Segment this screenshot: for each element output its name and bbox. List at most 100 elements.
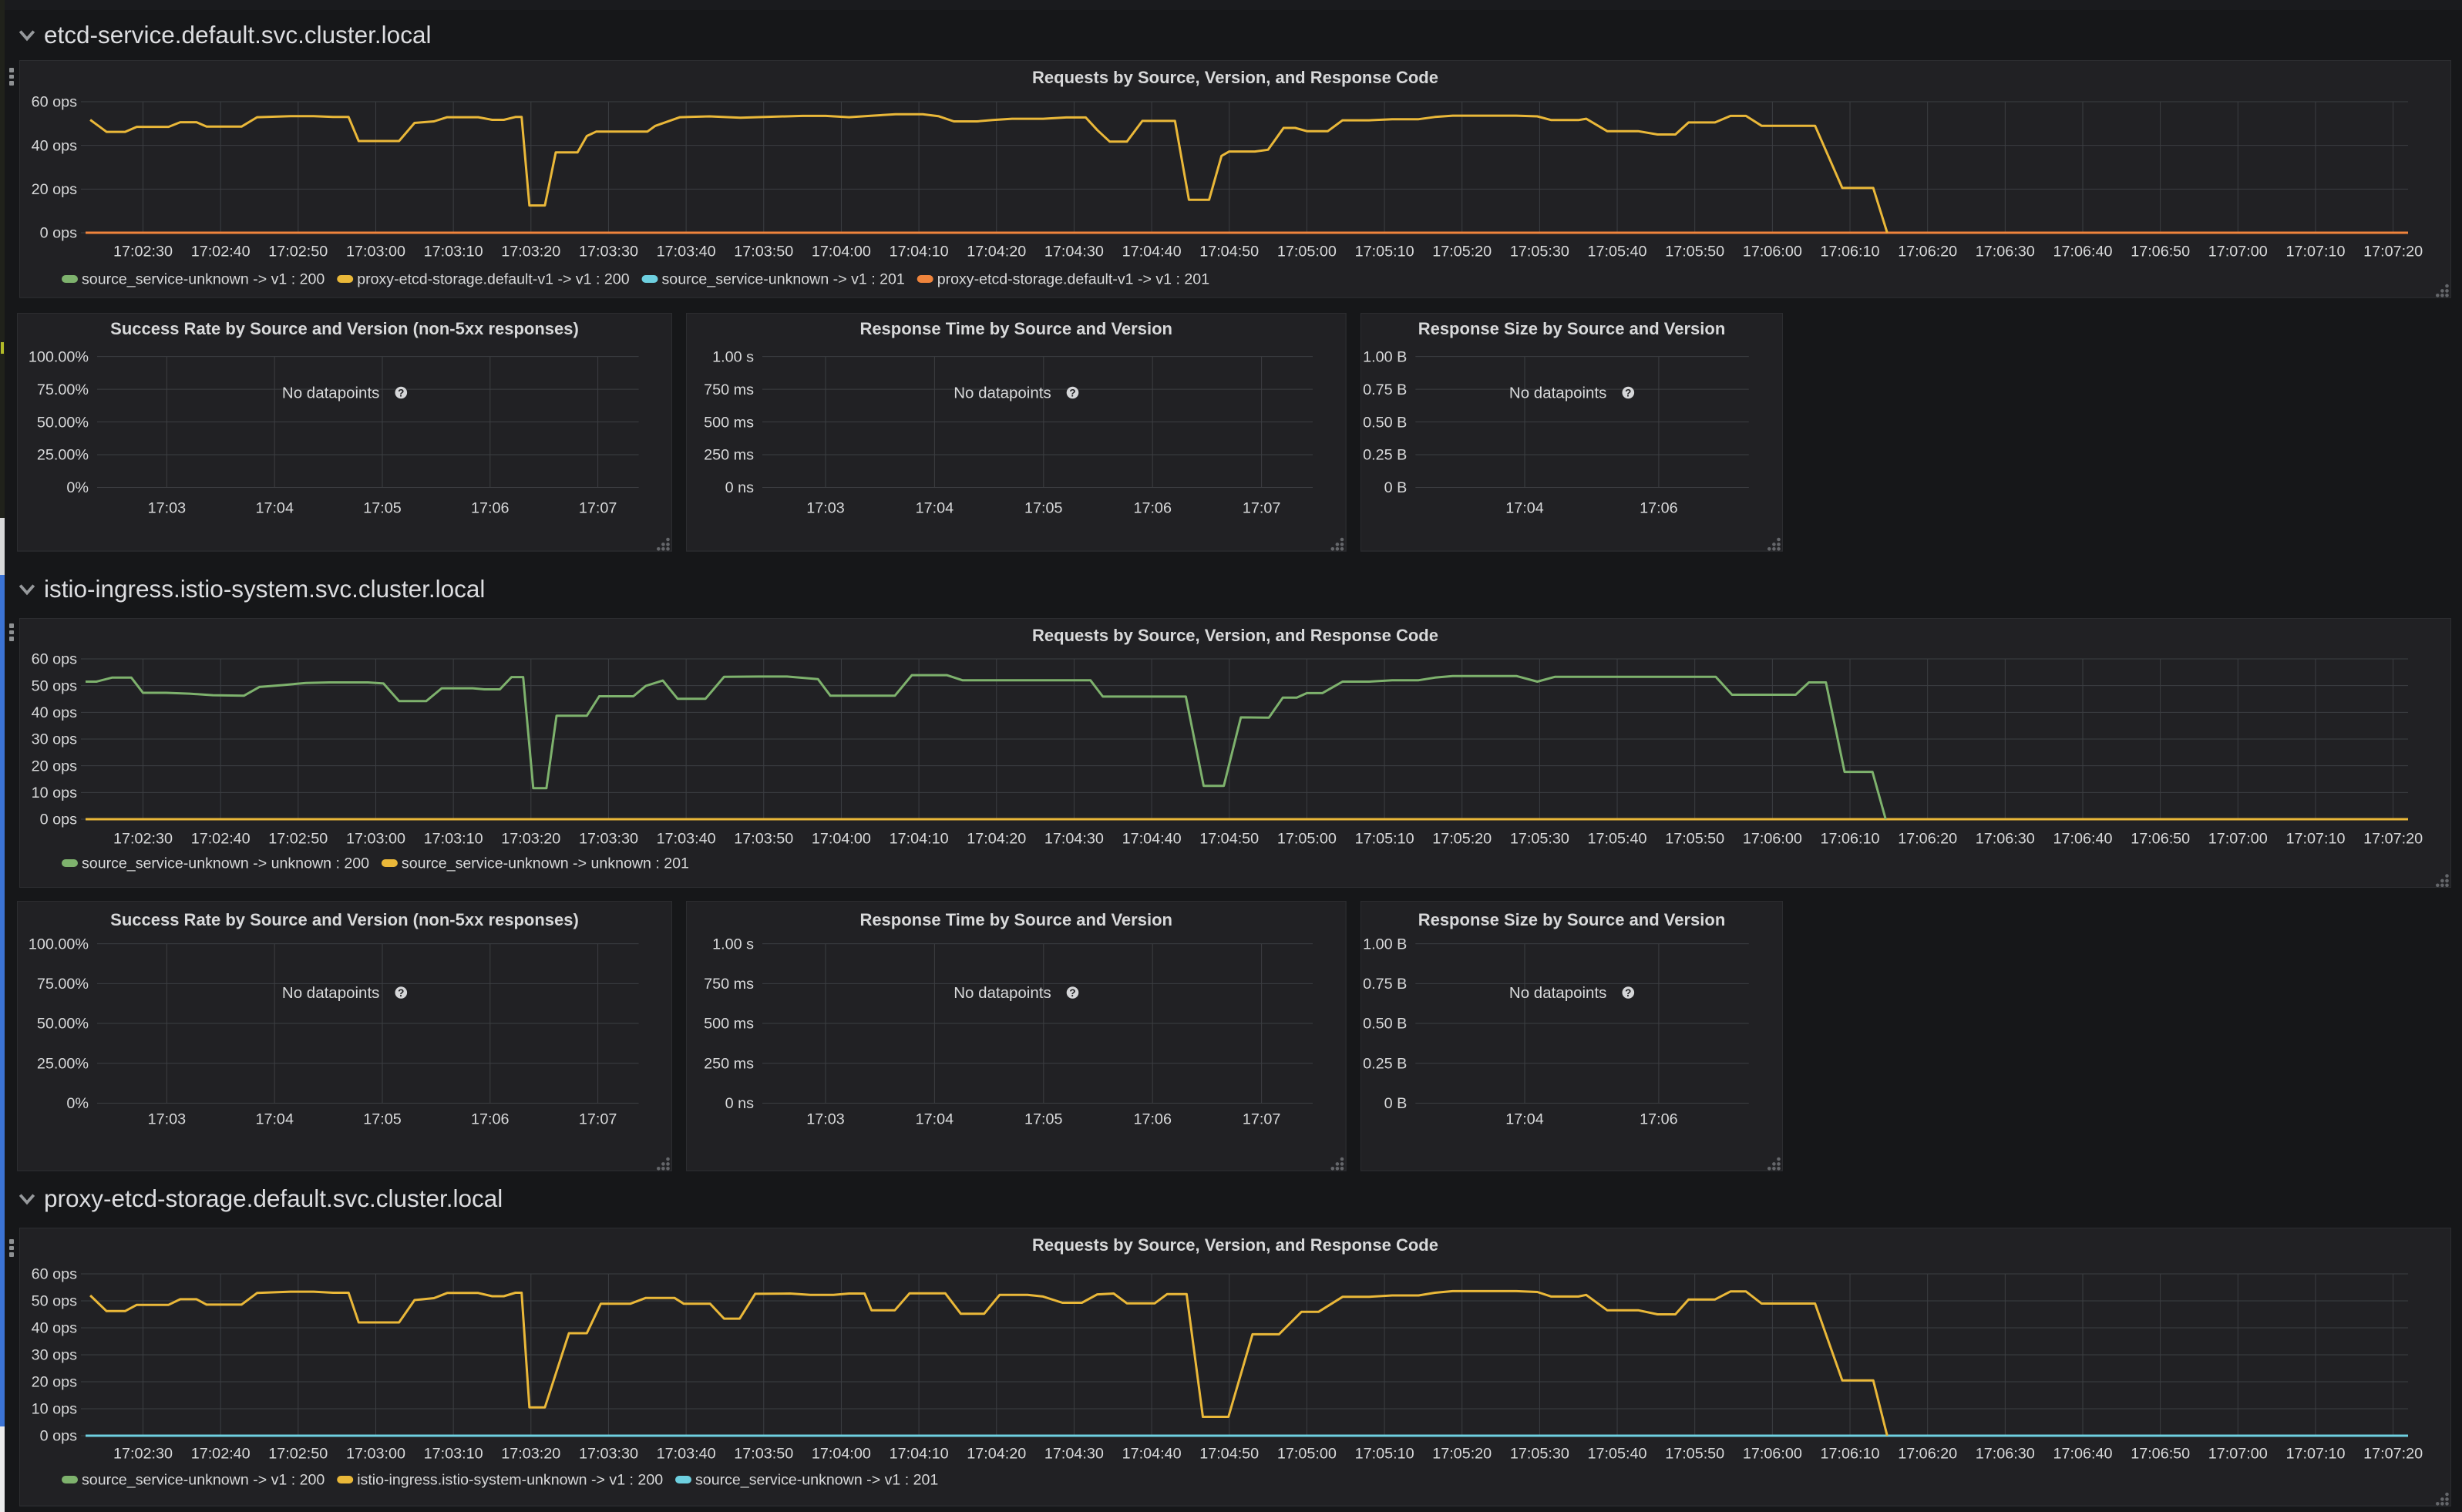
svg-text:500 ms: 500 ms [704,414,754,431]
svg-text:17:06: 17:06 [1133,1111,1172,1128]
svg-text:17:04: 17:04 [255,1111,294,1128]
svg-text:17:02:30: 17:02:30 [113,244,173,260]
svg-text:17:07:20: 17:07:20 [2363,831,2423,848]
svg-text:17:04:50: 17:04:50 [1199,244,1259,260]
svg-text:17:06:50: 17:06:50 [2131,831,2190,848]
svg-text:17:05:20: 17:05:20 [1432,1446,1492,1463]
svg-text:17:02:50: 17:02:50 [268,1446,328,1463]
svg-text:Response Time by Source and Ve: Response Time by Source and Version [859,910,1172,929]
svg-text:17:06:00: 17:06:00 [1743,831,1802,848]
svg-text:17:05:00: 17:05:00 [1277,831,1337,848]
svg-text:17:05:30: 17:05:30 [1510,244,1569,260]
svg-text:17:06:20: 17:06:20 [1898,831,1957,848]
svg-text:17:05:10: 17:05:10 [1355,831,1414,848]
svg-text:60 ops: 60 ops [32,1266,78,1283]
svg-text:0.75 B: 0.75 B [1363,381,1407,398]
svg-text:17:03:20: 17:03:20 [501,1446,560,1463]
svg-text:17:06:30: 17:06:30 [1976,244,2035,260]
svg-text:17:05:40: 17:05:40 [1587,831,1646,848]
svg-text:17:04:40: 17:04:40 [1122,244,1182,260]
svg-text:17:04:50: 17:04:50 [1199,831,1259,848]
svg-text:0 ns: 0 ns [725,479,754,496]
svg-text:0 ops: 0 ops [40,1428,78,1445]
svg-text:17:05:30: 17:05:30 [1510,831,1569,848]
svg-text:30 ops: 30 ops [32,731,78,748]
svg-text:17:03:00: 17:03:00 [346,831,405,848]
svg-text:17:07:20: 17:07:20 [2363,244,2423,260]
svg-text:Success Rate by Source and Ver: Success Rate by Source and Version (non-… [110,319,579,338]
svg-text:Response Size by Source and Ve: Response Size by Source and Version [1418,319,1726,338]
svg-text:10 ops: 10 ops [32,1401,78,1418]
svg-text:?: ? [1625,387,1631,398]
svg-text:17:03:20: 17:03:20 [501,244,560,260]
svg-text:50.00%: 50.00% [37,414,89,431]
svg-text:17:06: 17:06 [1640,1111,1678,1128]
svg-text:?: ? [1625,987,1631,999]
svg-text:1.00 s: 1.00 s [712,936,754,953]
svg-text:17:03:50: 17:03:50 [734,1446,793,1463]
svg-text:17:07:20: 17:07:20 [2363,1446,2423,1463]
svg-text:17:04: 17:04 [1505,1111,1544,1128]
svg-text:17:04:30: 17:04:30 [1044,831,1104,848]
svg-text:20 ops: 20 ops [32,181,78,198]
svg-text:17:04:10: 17:04:10 [890,831,949,848]
svg-text:17:06:40: 17:06:40 [2053,1446,2112,1463]
svg-text:17:06:10: 17:06:10 [1820,831,1879,848]
svg-text:source_service-unknown -> v1 :: source_service-unknown -> v1 : 201 [662,271,905,288]
svg-text:17:02:50: 17:02:50 [268,831,328,848]
svg-text:0.25 B: 0.25 B [1363,1056,1407,1073]
svg-text:17:04: 17:04 [255,500,294,517]
svg-text:17:04:10: 17:04:10 [890,244,949,260]
svg-text:17:06:30: 17:06:30 [1976,831,2035,848]
svg-text:No datapoints: No datapoints [954,385,1051,402]
svg-text:30 ops: 30 ops [32,1347,78,1364]
svg-text:17:02:40: 17:02:40 [191,1446,251,1463]
svg-text:17:03:40: 17:03:40 [657,831,716,848]
svg-text:17:06:40: 17:06:40 [2053,831,2112,848]
svg-text:50 ops: 50 ops [32,677,78,694]
svg-text:17:03:30: 17:03:30 [579,831,638,848]
svg-text:17:07:00: 17:07:00 [2208,244,2268,260]
svg-text:17:04:40: 17:04:40 [1122,1446,1182,1463]
svg-text:17:06:10: 17:06:10 [1820,1446,1879,1463]
svg-text:17:04:40: 17:04:40 [1122,831,1182,848]
svg-text:17:05: 17:05 [363,500,402,517]
svg-text:75.00%: 75.00% [37,976,89,993]
svg-text:17:06:30: 17:06:30 [1976,1446,2035,1463]
svg-text:?: ? [1069,387,1075,398]
svg-text:Requests by Source, Version, a: Requests by Source, Version, and Respons… [1032,1235,1438,1255]
svg-text:17:05:50: 17:05:50 [1665,244,1724,260]
svg-text:17:07: 17:07 [579,1111,617,1128]
svg-text:source_service-unknown -> v1 :: source_service-unknown -> v1 : 200 [82,271,325,288]
svg-text:Response Size by Source and Ve: Response Size by Source and Version [1418,910,1726,929]
svg-text:17:03:10: 17:03:10 [424,244,483,260]
svg-text:750 ms: 750 ms [704,381,754,398]
svg-text:17:05:40: 17:05:40 [1587,244,1646,260]
svg-text:1.00 B: 1.00 B [1363,348,1407,365]
svg-text:40 ops: 40 ops [32,704,78,721]
svg-text:50 ops: 50 ops [32,1293,78,1310]
svg-text:source_service-unknown -> unkn: source_service-unknown -> unknown : 200 [82,855,369,872]
svg-text:17:04:20: 17:04:20 [967,244,1026,260]
svg-text:Response Time by Source and Ve: Response Time by Source and Version [859,319,1172,338]
svg-text:0 B: 0 B [1384,1095,1408,1112]
svg-text:17:07:10: 17:07:10 [2285,831,2345,848]
svg-text:17:03: 17:03 [806,500,845,517]
svg-text:60 ops: 60 ops [32,651,78,668]
svg-text:istio-ingress.istio-system-unk: istio-ingress.istio-system-unknown -> v1… [357,1472,663,1489]
svg-text:17:05:20: 17:05:20 [1432,244,1492,260]
svg-text:17:02:30: 17:02:30 [113,1446,173,1463]
svg-text:20 ops: 20 ops [32,1374,78,1391]
svg-text:No datapoints: No datapoints [954,984,1051,1002]
svg-text:17:03:10: 17:03:10 [424,831,483,848]
svg-text:0%: 0% [66,1095,89,1112]
svg-text:17:04: 17:04 [916,500,954,517]
svg-text:17:03:00: 17:03:00 [346,244,405,260]
svg-text:17:07:10: 17:07:10 [2285,1446,2345,1463]
svg-text:No datapoints: No datapoints [1509,385,1607,402]
svg-text:0.75 B: 0.75 B [1363,976,1407,993]
svg-text:17:04:30: 17:04:30 [1044,1446,1104,1463]
svg-text:25.00%: 25.00% [37,1056,89,1073]
svg-text:17:07:00: 17:07:00 [2208,1446,2268,1463]
svg-text:60 ops: 60 ops [32,94,78,111]
